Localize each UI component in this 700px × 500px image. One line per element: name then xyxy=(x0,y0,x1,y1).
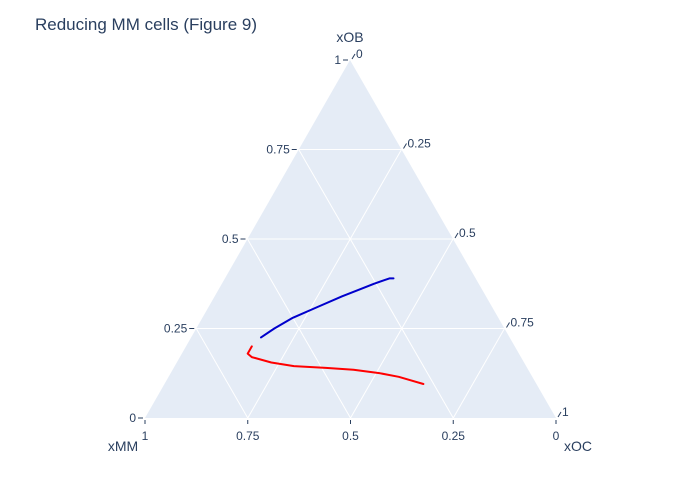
tick-mark-c xyxy=(506,322,510,328)
axis-title-b: xMM xyxy=(108,438,138,454)
chart-title: Reducing MM cells (Figure 9) xyxy=(35,15,257,34)
tick-label-b: 1 xyxy=(142,429,149,443)
tick-label-a: 0.25 xyxy=(164,322,188,336)
tick-label-c: 0.75 xyxy=(511,316,535,330)
tick-label-b: 0 xyxy=(553,429,560,443)
ternary-grid xyxy=(195,149,505,419)
ternary-series xyxy=(246,277,425,385)
tick-label-b: 0.5 xyxy=(342,429,359,443)
tick-label-c: 0.25 xyxy=(408,137,432,151)
tick-label-c: 1 xyxy=(562,405,569,419)
tick-label-b: 0.25 xyxy=(442,429,466,443)
grid-line-c xyxy=(452,328,505,419)
tick-mark-c xyxy=(351,53,356,60)
tick-label-a: 1 xyxy=(334,53,341,67)
tick-label-c: 0.5 xyxy=(459,226,476,240)
grid-line-b xyxy=(247,238,351,419)
tick-label-b: 0.75 xyxy=(236,429,260,443)
grid-line-c xyxy=(247,149,402,419)
tick-mark-c xyxy=(454,232,459,239)
tick-label-c: 0 xyxy=(356,47,363,61)
tick-label-a: 0.75 xyxy=(266,143,290,157)
series-line-1 xyxy=(260,277,395,339)
tick-mark-c xyxy=(557,411,562,418)
series-line-2 xyxy=(246,345,425,385)
tick-label-a: 0 xyxy=(129,411,136,425)
axis-title-c: xOC xyxy=(564,438,592,454)
tick-label-a: 0.5 xyxy=(222,232,239,246)
tick-mark-c xyxy=(403,143,407,149)
grid-line-b xyxy=(195,328,249,419)
axis-title-a: xOB xyxy=(336,29,363,45)
